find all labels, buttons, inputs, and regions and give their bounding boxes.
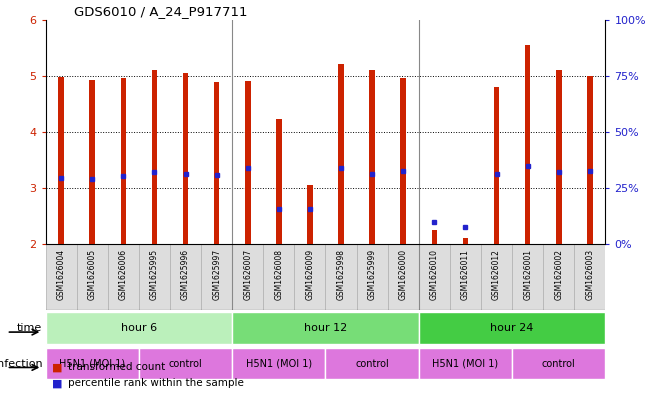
Text: GSM1626011: GSM1626011 (461, 249, 470, 300)
Bar (432, 230, 437, 244)
Bar (46, 312, 232, 344)
Bar (139, 244, 170, 310)
Text: hour 24: hour 24 (490, 323, 534, 333)
Text: GSM1626001: GSM1626001 (523, 249, 532, 300)
Bar (587, 75, 592, 244)
Bar (493, 87, 499, 244)
Text: GSM1626008: GSM1626008 (274, 249, 283, 300)
Bar (326, 244, 357, 310)
Bar (59, 77, 64, 244)
Bar (120, 79, 126, 244)
Bar (307, 185, 312, 244)
Text: ■: ■ (52, 362, 62, 373)
Bar (450, 244, 481, 310)
Text: GSM1626006: GSM1626006 (119, 249, 128, 300)
Bar (339, 64, 344, 244)
Text: percentile rank within the sample: percentile rank within the sample (68, 378, 244, 388)
Bar (326, 348, 419, 380)
Text: GSM1626002: GSM1626002 (554, 249, 563, 300)
Text: GSM1625997: GSM1625997 (212, 249, 221, 300)
Bar (419, 244, 450, 310)
Bar (152, 70, 158, 244)
Bar (183, 73, 188, 244)
Text: GDS6010 / A_24_P917711: GDS6010 / A_24_P917711 (74, 6, 247, 18)
Text: GSM1626010: GSM1626010 (430, 249, 439, 300)
Bar (419, 348, 512, 380)
Bar (525, 45, 531, 244)
Bar (400, 79, 406, 244)
Bar (170, 244, 201, 310)
Text: hour 6: hour 6 (121, 323, 157, 333)
Bar (463, 238, 468, 244)
Text: H5N1 (MOI 1): H5N1 (MOI 1) (59, 358, 125, 369)
Bar (214, 83, 219, 244)
Bar (512, 244, 543, 310)
Text: GSM1625999: GSM1625999 (368, 249, 377, 300)
Bar (77, 244, 108, 310)
Text: GSM1626000: GSM1626000 (399, 249, 408, 300)
Bar (388, 244, 419, 310)
Text: H5N1 (MOI 1): H5N1 (MOI 1) (432, 358, 499, 369)
Bar (245, 81, 251, 244)
Bar (294, 244, 326, 310)
Text: GSM1625998: GSM1625998 (337, 249, 346, 300)
Text: control: control (355, 358, 389, 369)
Bar (46, 348, 139, 380)
Bar (89, 80, 95, 244)
Text: control: control (542, 358, 575, 369)
Bar (46, 244, 77, 310)
Bar (543, 244, 574, 310)
Text: GSM1626009: GSM1626009 (305, 249, 314, 300)
Text: control: control (169, 358, 202, 369)
Text: hour 12: hour 12 (304, 323, 347, 333)
Text: GSM1626004: GSM1626004 (57, 249, 66, 300)
Bar (139, 348, 232, 380)
Bar (419, 312, 605, 344)
Bar (232, 244, 263, 310)
Text: infection: infection (0, 358, 42, 369)
Text: GSM1626005: GSM1626005 (88, 249, 97, 300)
Bar (232, 348, 326, 380)
Bar (108, 244, 139, 310)
Bar (201, 244, 232, 310)
Bar (369, 70, 375, 244)
Bar (556, 70, 562, 244)
Bar (481, 244, 512, 310)
Text: time: time (17, 323, 42, 333)
Bar (232, 312, 419, 344)
Bar (263, 244, 294, 310)
Text: GSM1626007: GSM1626007 (243, 249, 252, 300)
Bar (357, 244, 388, 310)
Text: GSM1625996: GSM1625996 (181, 249, 190, 300)
Text: GSM1626003: GSM1626003 (585, 249, 594, 300)
Bar (512, 348, 605, 380)
Bar (276, 119, 282, 244)
Text: ■: ■ (52, 378, 62, 388)
Text: GSM1625995: GSM1625995 (150, 249, 159, 300)
Text: GSM1626012: GSM1626012 (492, 249, 501, 300)
Bar (574, 244, 605, 310)
Text: transformed count: transformed count (68, 362, 165, 373)
Text: H5N1 (MOI 1): H5N1 (MOI 1) (246, 358, 312, 369)
